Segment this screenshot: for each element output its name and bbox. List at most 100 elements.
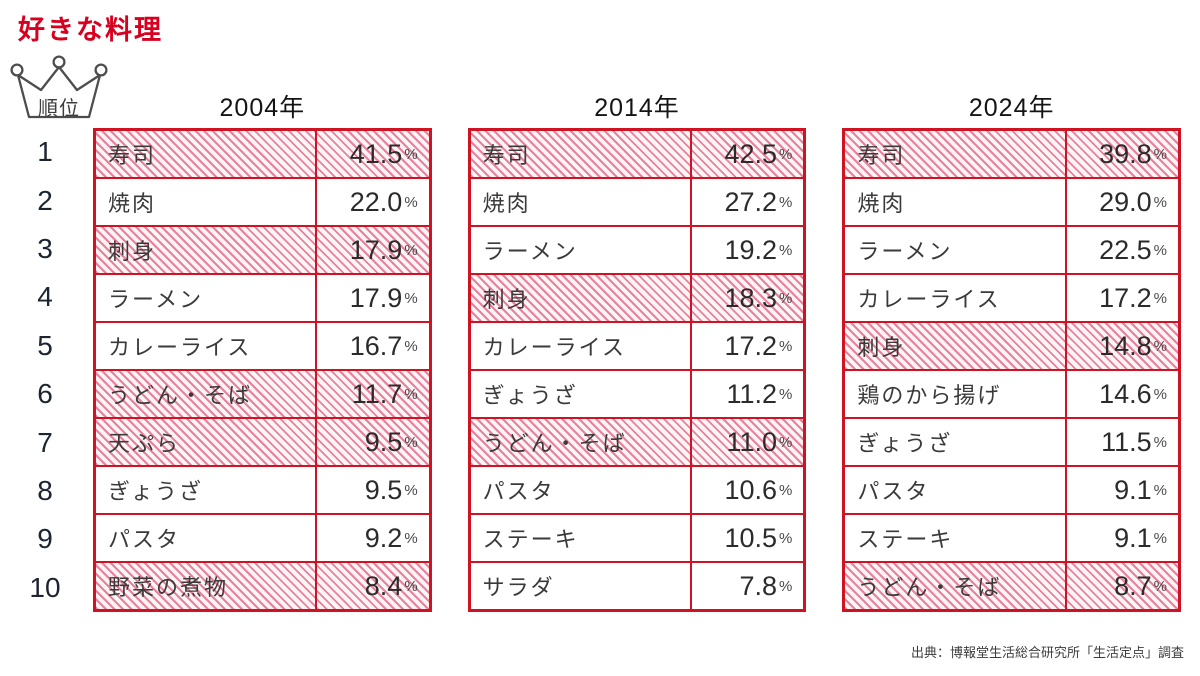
percentage-value: 8.4 — [364, 570, 403, 601]
percentage-value: 17.9 — [349, 234, 403, 265]
percentage-value: 7.8 — [739, 570, 777, 601]
percentage-cell: 9.1 % — [1067, 515, 1178, 561]
rank-number: 1 — [37, 136, 53, 168]
rank-number: 5 — [37, 329, 53, 361]
percent-sign: % — [404, 145, 418, 163]
year-header: 2024年 — [968, 94, 1055, 122]
percent-sign: % — [1153, 481, 1168, 499]
dish-name-cell: 焼肉 — [96, 179, 318, 225]
percentage-cell: 41.5 % — [317, 131, 428, 177]
percentage-cell: 9.5 % — [317, 419, 428, 465]
dish-name-cell: 寿司 — [471, 131, 692, 177]
rank-number: 2 — [37, 184, 53, 216]
table-row: 刺身 14.8 % — [845, 321, 1179, 369]
year-tables-container: 2004年 寿司 41.5 % 焼肉 22.0 % 刺身 17.9 % ラーメン… — [93, 88, 1182, 612]
dish-name-cell: ぎょうざ — [96, 467, 318, 513]
table-row: 焼肉 27.2 % — [470, 177, 804, 225]
dish-name-cell: 天ぷら — [96, 419, 318, 465]
percentage-value: 9.5 — [364, 474, 403, 505]
percentage-cell: 17.9 % — [317, 275, 428, 321]
percentage-cell: 10.6 % — [692, 467, 803, 513]
percentage-cell: 11.0 % — [692, 419, 803, 465]
dish-name-cell: 寿司 — [845, 131, 1067, 177]
percentage-cell: 9.1 % — [1067, 467, 1178, 513]
table-row: 刺身 18.3 % — [470, 273, 804, 321]
percentage-cell: 18.3 % — [692, 275, 803, 321]
year-table: 2024年 寿司 39.8 % 焼肉 29.0 % ラーメン 22.5 % カレ… — [842, 88, 1182, 612]
percentage-value: 14.6 — [1099, 378, 1152, 409]
percent-sign: % — [779, 145, 793, 163]
percent-sign: % — [779, 481, 793, 499]
percent-sign: % — [404, 193, 418, 211]
page-title: 好きな料理 — [18, 15, 163, 45]
dish-name-cell: カレーライス — [471, 323, 692, 369]
dish-name-cell: ラーメン — [96, 275, 318, 321]
percentage-cell: 22.0 % — [317, 179, 428, 225]
table-row: うどん・そば 8.7 % — [845, 561, 1179, 609]
percentage-value: 9.5 — [364, 426, 403, 457]
percent-sign: % — [779, 193, 793, 211]
table-row: ステーキ 10.5 % — [470, 513, 804, 561]
table-row: カレーライス 16.7 % — [96, 321, 429, 369]
percent-sign: % — [779, 433, 793, 451]
percentage-value: 11.0 — [726, 426, 777, 457]
percent-sign: % — [779, 289, 793, 307]
ranking-table: 寿司 42.5 % 焼肉 27.2 % ラーメン 19.2 % 刺身 18.3 … — [467, 128, 807, 612]
table-row: 野菜の煮物 8.4 % — [96, 561, 429, 609]
percentage-value: 29.0 — [1099, 186, 1152, 217]
percentage-value: 11.2 — [726, 378, 777, 409]
dish-name-cell: パスタ — [96, 515, 318, 561]
percentage-cell: 8.4 % — [317, 563, 428, 609]
percentage-value: 41.5 — [349, 138, 403, 169]
dish-name-cell: ぎょうざ — [845, 419, 1067, 465]
percent-sign: % — [779, 337, 793, 355]
source-caption: 出典：博報堂生活総合研究所「生活定点」調査 — [910, 645, 1184, 660]
year-table: 2014年 寿司 42.5 % 焼肉 27.2 % ラーメン 19.2 % 刺身… — [467, 88, 807, 612]
table-row: ステーキ 9.1 % — [845, 513, 1179, 561]
dish-name-cell: ぎょうざ — [471, 371, 692, 417]
percentage-cell: 27.2 % — [692, 179, 803, 225]
percent-sign: % — [779, 529, 793, 547]
percentage-value: 11.7 — [351, 378, 403, 409]
percentage-cell: 22.5 % — [1067, 227, 1178, 273]
dish-name-cell: 野菜の煮物 — [96, 563, 318, 609]
percent-sign: % — [1153, 241, 1168, 259]
percentage-cell: 19.2 % — [692, 227, 803, 273]
percent-sign: % — [779, 241, 793, 259]
percent-sign: % — [779, 385, 793, 403]
percentage-value: 18.3 — [724, 282, 777, 313]
ranking-table: 寿司 41.5 % 焼肉 22.0 % 刺身 17.9 % ラーメン 17.9 … — [93, 128, 432, 612]
percent-sign: % — [404, 385, 418, 403]
rank-number: 3 — [37, 233, 53, 265]
percentage-value: 10.5 — [724, 522, 777, 553]
percent-sign: % — [1153, 289, 1168, 307]
dish-name-cell: うどん・そば — [471, 419, 692, 465]
percentage-cell: 17.2 % — [692, 323, 803, 369]
percent-sign: % — [404, 289, 418, 307]
table-row: 寿司 39.8 % — [845, 131, 1179, 177]
rank-number: 7 — [37, 426, 53, 458]
percentage-cell: 9.2 % — [317, 515, 428, 561]
table-row: ラーメン 22.5 % — [845, 225, 1179, 273]
ranking-table: 寿司 39.8 % 焼肉 29.0 % ラーメン 22.5 % カレーライス 1… — [842, 128, 1182, 612]
dish-name-cell: ラーメン — [845, 227, 1067, 273]
percent-sign: % — [404, 529, 418, 547]
table-row: サラダ 7.8 % — [470, 561, 804, 609]
table-row: ラーメン 17.9 % — [96, 273, 429, 321]
percent-sign: % — [779, 577, 793, 595]
percentage-cell: 14.8 % — [1067, 323, 1178, 369]
rank-number: 4 — [37, 281, 53, 313]
dish-name-cell: ラーメン — [471, 227, 692, 273]
percentage-value: 17.2 — [1099, 282, 1152, 313]
percentage-cell: 7.8 % — [692, 563, 803, 609]
percent-sign: % — [1153, 145, 1168, 163]
percent-sign: % — [404, 481, 418, 499]
dish-name-cell: 焼肉 — [471, 179, 692, 225]
percentage-cell: 11.5 % — [1067, 419, 1178, 465]
dish-name-cell: カレーライス — [845, 275, 1067, 321]
table-row: パスタ 10.6 % — [470, 465, 804, 513]
table-row: 寿司 42.5 % — [470, 131, 804, 177]
percentage-cell: 29.0 % — [1067, 179, 1178, 225]
percentage-value: 22.5 — [1099, 234, 1152, 265]
percent-sign: % — [1153, 529, 1168, 547]
